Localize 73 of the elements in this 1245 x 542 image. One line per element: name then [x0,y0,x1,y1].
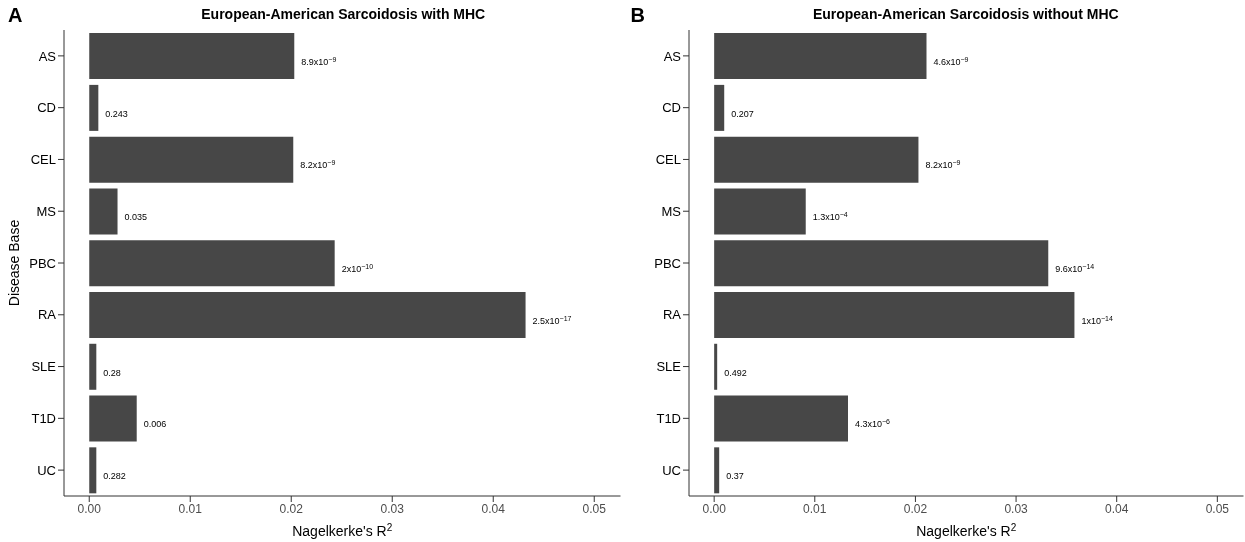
y-tick-label: SLE [655,359,681,375]
y-tick-label: PBC [29,255,56,271]
annotation: 0.492 [723,367,747,378]
bar [713,188,806,235]
annotation: 4.6x10$^{−9}$ [933,55,969,67]
annotation: 0.282 [103,471,126,482]
y-tick-label: CEL [30,152,56,168]
bar [89,447,97,494]
y-tick-label: CEL [655,152,681,168]
text: A [8,4,23,27]
annotation: 0.035 [124,212,148,223]
bar [713,84,724,131]
chart-title: European-American Sarcoidosis with MHC [200,6,487,22]
chart-title: European-American Sarcoidosis without MHC [811,6,1120,22]
x-tick-label: 0.01 [802,501,827,516]
annotation: 1x10$^{−14}$ [1080,314,1113,326]
y-tick-label: MS [661,203,681,219]
text: B [630,4,645,27]
bar [713,240,1048,287]
y-tick-label: RA [662,307,681,323]
bar [89,33,295,80]
bar [713,343,717,390]
y-tick-label: UC [661,462,681,478]
y-tick-label: CD [661,100,681,116]
bar [713,292,1074,338]
x-tick-label: 0.03 [380,501,405,516]
x-tick-label: 0.02 [279,501,304,516]
bar [89,136,294,183]
y-tick-label: T1D [655,410,681,426]
annotation: 1.3x10$^{−4}$ [812,210,848,223]
annotation: 9.6x10$^{−14}$ [1054,262,1094,274]
bar [713,447,719,494]
bar [89,292,526,338]
bar [713,395,848,442]
annotation: 0.28 [103,367,121,378]
annotation: 0.37 [725,471,744,482]
y-tick-label: AS [38,48,57,64]
annotation: 4.3x10$^{−6}$ [854,417,890,430]
y-tick-label: AS [663,48,681,64]
annotation: 8.2x10$^{−9}$ [924,158,961,171]
y-tick-label: UC [37,462,56,478]
y-axis-title: Disease Base [6,219,22,307]
y-tick-label: RA [37,307,57,323]
x-tick-label: 0.02 [903,501,927,516]
annotation: 8.9x10$^{−9}$ [301,55,337,67]
annotation: 0.243 [105,108,128,119]
x-tick-label: 0.05 [582,501,607,516]
y-tick-label: MS [36,203,57,219]
annotation: 0.006 [143,419,167,430]
x-tick-label: 0.01 [178,501,203,516]
annotation: 8.2x10$^{−9}$ [300,158,336,171]
annotation: 0.207 [730,108,754,119]
bar [89,188,118,235]
bar [89,395,137,442]
annotation: 2x10$^{−10}$ [341,262,374,274]
y-tick-label: PBC [653,255,681,271]
x-tick-label: 0.05 [1205,501,1229,516]
bar [89,240,335,287]
x-tick-label: 0.00 [701,501,726,516]
bar [713,136,918,183]
annotation: 2.5x10$^{−17}$ [532,314,572,326]
y-tick-label: T1D [31,410,56,426]
x-axis-title: Nagelkerke's R$^{2}$ [915,521,1017,539]
x-axis-title: Nagelkerke's R$^{2}$ [292,521,393,539]
bar [713,33,926,80]
x-tick-label: 0.04 [481,501,506,516]
bar [89,343,97,390]
x-tick-label: 0.03 [1003,501,1028,516]
x-tick-label: 0.00 [77,501,102,516]
y-tick-label: CD [37,100,56,116]
y-tick-label: SLE [31,359,57,375]
x-tick-label: 0.04 [1104,501,1129,516]
bar [89,84,99,131]
